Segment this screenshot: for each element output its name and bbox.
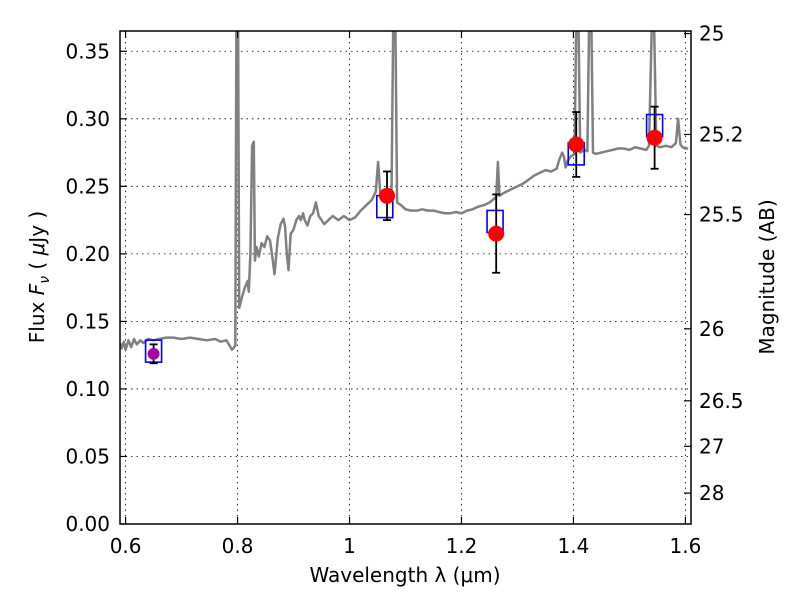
- model-spectrum-line: [120, 31, 689, 352]
- right-tick-label: 25.5: [699, 203, 744, 227]
- observed-flux-point: [147, 347, 160, 360]
- right-tick-label: 25.2: [699, 122, 744, 146]
- y-tick-label: 0.30: [65, 107, 110, 131]
- y-axis-label: Flux Fν ( μJy ): [25, 211, 53, 343]
- right-tick-label: 25: [699, 22, 724, 46]
- tick-labels: 0.6 0.8 1 1.2 1.4 1.6 0.00 0.05 0.10 0.15 0.20 0.25…: [65, 22, 743, 558]
- plot-area: [120, 31, 689, 365]
- right-axis-label: Magnitude (AB): [755, 199, 779, 354]
- observed-flux-point: [646, 129, 663, 146]
- grid-lines: [120, 31, 691, 525]
- y-tick-label: 0.20: [65, 242, 110, 266]
- x-tick-label: 0.6: [110, 534, 142, 558]
- y-tick-label: 0.10: [65, 377, 110, 401]
- x-tick-label: 1.4: [558, 534, 590, 558]
- axis-ticks: [120, 31, 691, 525]
- right-tick-label: 28: [699, 481, 724, 505]
- y-tick-label: 0.35: [65, 39, 110, 63]
- y-tick-label: 0.00: [65, 512, 110, 536]
- observed-flux-point: [379, 187, 396, 204]
- observed-flux-point: [488, 225, 505, 242]
- x-axis-label: Wavelength λ (μm): [309, 563, 500, 587]
- x-tick-label: 1.6: [669, 534, 701, 558]
- observed-flux-point: [568, 136, 585, 153]
- x-tick-label: 1.2: [446, 534, 478, 558]
- right-tick-label: 27: [699, 434, 724, 458]
- right-tick-label: 26.5: [699, 389, 744, 413]
- right-tick-label: 26: [699, 317, 724, 341]
- x-tick-label: 1: [343, 534, 356, 558]
- y-tick-label: 0.25: [65, 174, 110, 198]
- y-tick-label: 0.05: [65, 444, 110, 468]
- x-tick-label: 0.8: [222, 534, 254, 558]
- plot-frame: [119, 30, 692, 525]
- y-tick-label: 0.15: [65, 309, 110, 333]
